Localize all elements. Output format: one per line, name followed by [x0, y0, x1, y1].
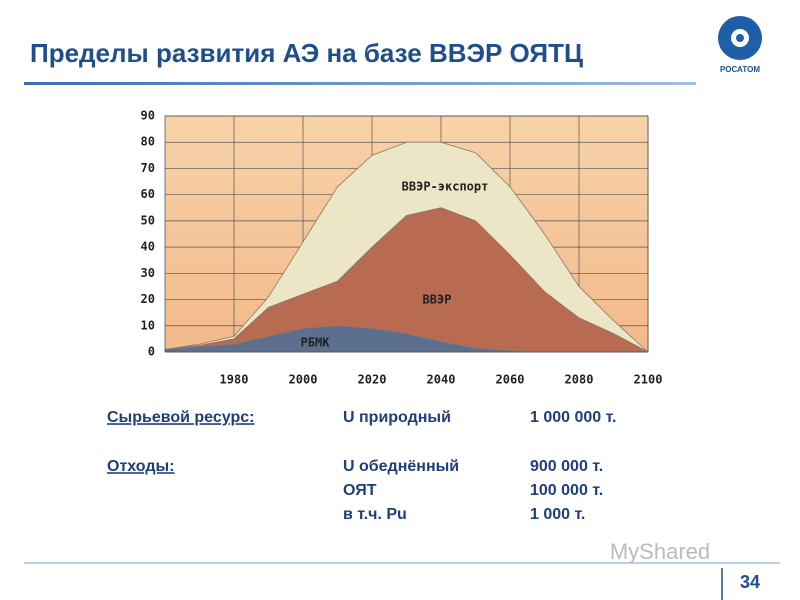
title-rule	[24, 82, 696, 85]
series-label: РБМК	[301, 336, 331, 350]
resource-amount: 1 000 т.	[530, 506, 585, 523]
resource-name: U обеднённый	[343, 458, 459, 475]
row-label: Сырьевой ресурс:	[107, 409, 254, 426]
row-label: Отходы:	[107, 458, 175, 475]
x-tick-label: 2020	[358, 373, 387, 387]
series-label: ВВЭР	[423, 293, 452, 307]
resource-amount: 1 000 000 т.	[530, 409, 617, 426]
x-tick-label: 2000	[289, 373, 318, 387]
table: Сырьевой ресурс: U природный 1 000 000 т. О…	[107, 409, 617, 523]
series-label: ВВЭР-экспорт	[402, 180, 489, 194]
slide-title: Пределы развития АЭ на базе ВВЭР ОЯТЦ	[30, 38, 583, 68]
logo: РОСАТОМ	[718, 16, 762, 74]
resource-name: ОЯТ	[343, 482, 377, 499]
logo-text: РОСАТОМ	[720, 65, 760, 74]
resource-amount: 900 000 т.	[530, 458, 603, 475]
y-tick-label: 60	[141, 187, 155, 201]
y-tick-label: 30	[141, 266, 155, 280]
y-tick-label: 10	[141, 318, 155, 332]
resource-name: U природный	[343, 409, 451, 426]
y-tick-label: 50	[141, 213, 155, 227]
resource-amount: 100 000 т.	[530, 482, 603, 499]
y-tick-label: 20	[141, 292, 155, 306]
chart: 0 10 20 30 40 50 60 70 80 90 1980 2000 2020 2040 2060 2…	[141, 109, 663, 387]
y-tick-label: 90	[141, 109, 155, 123]
x-tick-label: 2080	[565, 373, 594, 387]
y-tick-label: 0	[148, 345, 155, 359]
resource-name: в т.ч. Pu	[343, 506, 407, 523]
x-tick-label: 2100	[634, 373, 663, 387]
x-tick-label: 2040	[427, 373, 456, 387]
plot-frame	[164, 115, 649, 353]
x-tick-label: 1980	[220, 373, 249, 387]
page-number: 34	[740, 572, 760, 592]
x-tick-label: 2060	[496, 373, 525, 387]
y-tick-label: 80	[141, 135, 155, 149]
y-tick-label: 70	[141, 161, 155, 175]
watermark: MyShared	[610, 539, 710, 564]
y-tick-label: 40	[141, 240, 155, 254]
